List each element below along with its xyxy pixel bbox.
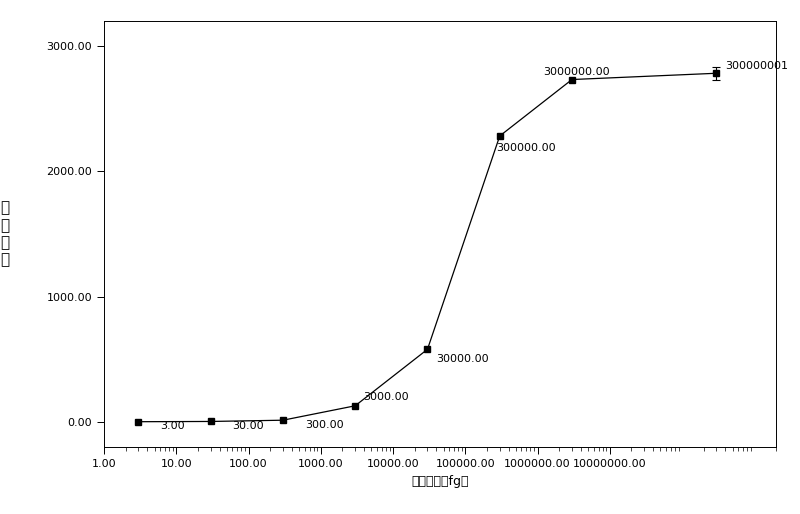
Text: 300000.00: 300000.00	[497, 143, 556, 153]
Text: 3000000.00: 3000000.00	[543, 66, 610, 77]
Text: 300000001: 300000001	[725, 62, 788, 71]
Text: 300.00: 300.00	[305, 420, 343, 430]
Text: 30000.00: 30000.00	[436, 354, 488, 364]
Text: 30.00: 30.00	[233, 421, 264, 431]
Y-axis label: 荧
光
强
度: 荧 光 强 度	[0, 200, 10, 267]
Text: 3.00: 3.00	[160, 421, 185, 431]
X-axis label: 样品浓度（fg）: 样品浓度（fg）	[411, 474, 469, 488]
Text: 3000.00: 3000.00	[363, 392, 409, 402]
